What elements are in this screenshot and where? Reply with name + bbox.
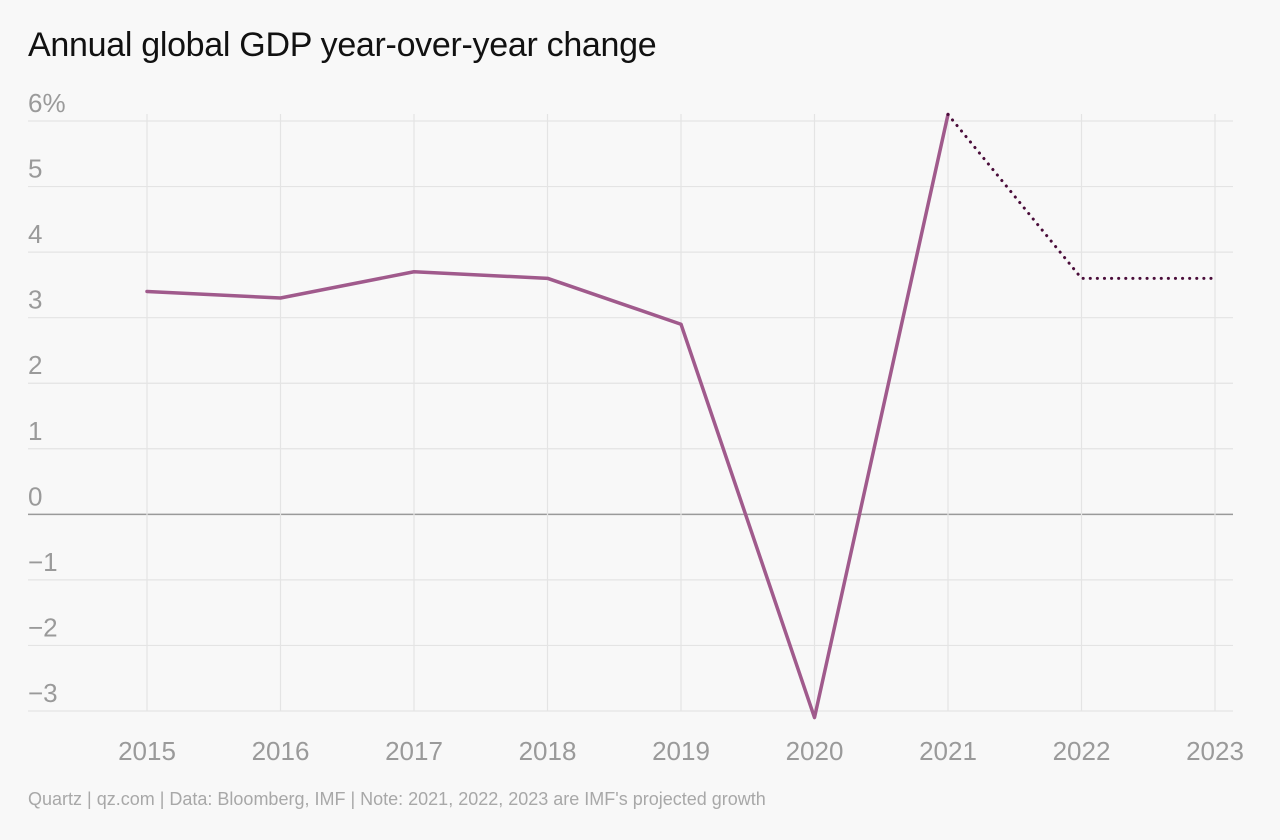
x-tick-label: 2019 <box>652 736 710 766</box>
data-series <box>145 112 1217 720</box>
y-tick-label: 4 <box>28 219 42 249</box>
x-tick-label: 2016 <box>252 736 310 766</box>
x-tick-label: 2015 <box>118 736 176 766</box>
y-tick-label: 5 <box>28 154 42 184</box>
source-note: Quartz | qz.com | Data: Bloomberg, IMF |… <box>28 789 766 809</box>
x-tick-label: 2021 <box>919 736 977 766</box>
x-tick-label: 2023 <box>1186 736 1244 766</box>
y-tick-label: 1 <box>28 416 42 446</box>
y-tick-label: 0 <box>28 481 42 511</box>
actual-series-line <box>145 112 950 720</box>
y-tick-label: 3 <box>28 285 42 315</box>
x-tick-label: 2020 <box>786 736 844 766</box>
chart-title: Annual global GDP year-over-year change <box>28 26 657 64</box>
y-tick-label: 6% <box>28 88 66 118</box>
y-tick-label: −1 <box>28 547 58 577</box>
y-tick-label: −2 <box>28 612 58 642</box>
x-tick-label: 2018 <box>519 736 577 766</box>
grid-lines <box>28 114 1233 712</box>
y-tick-label: 2 <box>28 350 42 380</box>
axis-labels: 6% 5 4 3 2 1 0 −1 −2 −3 2015 2016 2017 2018 2019 2020 20… <box>28 88 1244 766</box>
x-tick-label: 2017 <box>385 736 443 766</box>
x-tick-label: 2022 <box>1053 736 1111 766</box>
y-tick-label: −3 <box>28 678 58 708</box>
projected-series-line <box>946 112 1217 280</box>
